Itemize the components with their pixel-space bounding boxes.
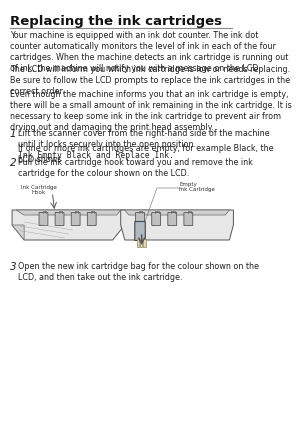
Text: Ink Empty Black and Replace Ink.: Ink Empty Black and Replace Ink. [18, 150, 174, 159]
Polygon shape [125, 210, 230, 215]
Text: 1: 1 [10, 129, 16, 139]
Text: 3: 3 [10, 262, 16, 272]
Text: Pull the ink cartridge hook toward you and remove the ink
cartridge for the colo: Pull the ink cartridge hook toward you a… [18, 158, 253, 178]
Polygon shape [121, 210, 233, 240]
FancyBboxPatch shape [168, 212, 177, 226]
Polygon shape [12, 210, 125, 240]
Polygon shape [137, 239, 139, 247]
FancyBboxPatch shape [39, 212, 48, 226]
Text: Hook: Hook [32, 190, 46, 195]
Text: 2: 2 [10, 158, 16, 168]
FancyBboxPatch shape [184, 212, 193, 226]
Text: The LCD will inform you which ink cartridge is low or needs replacing.
Be sure t: The LCD will inform you which ink cartri… [10, 65, 290, 96]
Polygon shape [143, 239, 146, 247]
Text: Your machine is equipped with an ink dot counter. The ink dot
counter automatica: Your machine is equipped with an ink dot… [10, 31, 288, 73]
Polygon shape [140, 239, 142, 247]
FancyBboxPatch shape [87, 212, 96, 226]
Text: Ink Cartridge: Ink Cartridge [179, 187, 215, 192]
FancyBboxPatch shape [135, 221, 145, 241]
Text: If one or more ink cartridges are empty, for example Black, the
LCD shows: If one or more ink cartridges are empty,… [18, 144, 273, 164]
Text: Lift the scanner cover from the right-hand side of the machine
until it locks se: Lift the scanner cover from the right-ha… [18, 129, 269, 149]
FancyBboxPatch shape [136, 212, 145, 226]
Polygon shape [16, 210, 121, 215]
Polygon shape [12, 225, 24, 240]
FancyBboxPatch shape [71, 212, 80, 226]
Text: Ink Cartridge: Ink Cartridge [21, 185, 57, 190]
Text: Even though the machine informs you that an ink cartridge is empty,
there will b: Even though the machine informs you that… [10, 90, 291, 132]
FancyBboxPatch shape [152, 212, 161, 226]
Text: Replacing the ink cartridges: Replacing the ink cartridges [10, 15, 222, 28]
Text: Open the new ink cartridge bag for the colour shown on the
LCD, and then take ou: Open the new ink cartridge bag for the c… [18, 262, 259, 282]
Text: Empty: Empty [179, 182, 197, 187]
FancyBboxPatch shape [55, 212, 64, 226]
